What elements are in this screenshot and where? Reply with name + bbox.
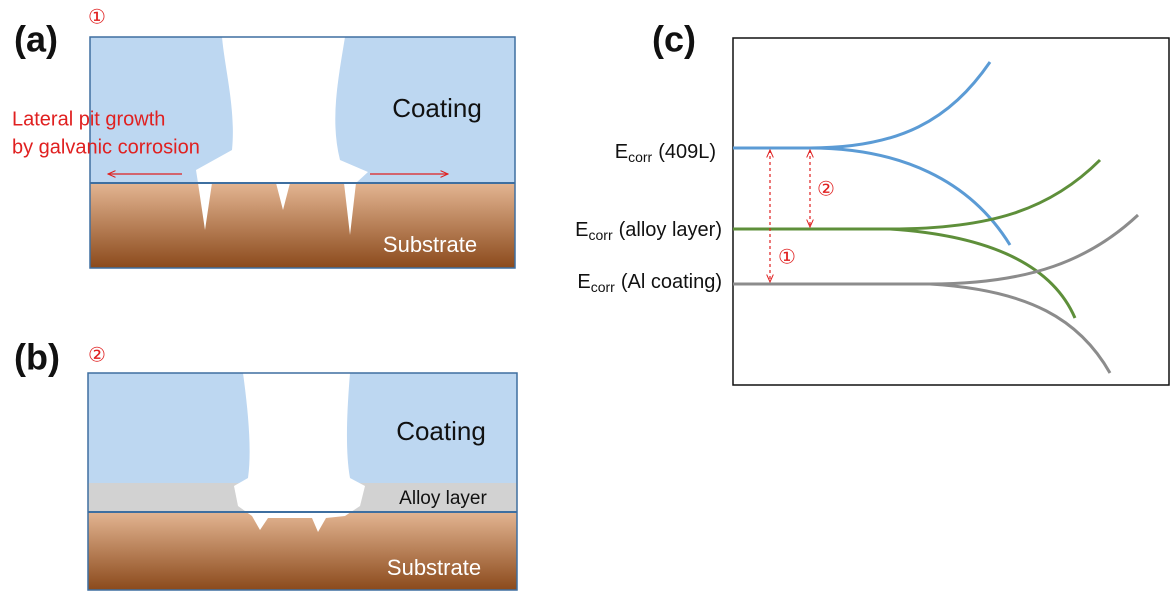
figure: (a) ① Coating Lateral pit growth by galv… — [0, 0, 1171, 603]
note: by galvanic corrosion — [12, 136, 200, 158]
subscript: corr — [589, 227, 613, 243]
symbol: E — [577, 271, 590, 293]
substrate-label: Substrate — [387, 555, 481, 580]
plot-frame — [733, 38, 1169, 385]
polarization-curve — [890, 229, 1075, 318]
substrate-label: Substrate — [383, 232, 477, 257]
level-name: (alloy layer) — [619, 219, 722, 241]
subscript: corr — [628, 149, 652, 165]
level-label: Ecorr (alloy layer) — [575, 219, 722, 242]
panel-label: (a) — [14, 19, 58, 60]
gap-marker: ① — [778, 246, 796, 268]
symbol: E — [575, 219, 588, 241]
panel-label: (b) — [14, 337, 60, 378]
pit — [234, 373, 365, 532]
level-name: (409L) — [658, 141, 716, 163]
coating-label: Coating — [396, 416, 486, 446]
subscript: corr — [591, 279, 615, 295]
polarization-curve — [733, 160, 1100, 229]
level-name: (Al coating) — [621, 271, 722, 293]
panel-label: (c) — [652, 19, 696, 60]
marker: ① — [88, 6, 106, 28]
gap-marker: ② — [817, 178, 835, 200]
note: Lateral pit growth — [12, 108, 165, 130]
polarization-curve — [930, 284, 1110, 373]
level-label: Ecorr (409L) — [615, 141, 716, 164]
marker: ② — [88, 344, 106, 366]
alloy-label: Alloy layer — [399, 488, 487, 509]
coating-label: Coating — [392, 93, 482, 123]
symbol: E — [615, 141, 628, 163]
polarization-curve — [733, 62, 990, 148]
level-label: Ecorr (Al coating) — [577, 271, 722, 294]
page: (a) ① Coating Lateral pit growth by galv… — [0, 0, 1171, 603]
